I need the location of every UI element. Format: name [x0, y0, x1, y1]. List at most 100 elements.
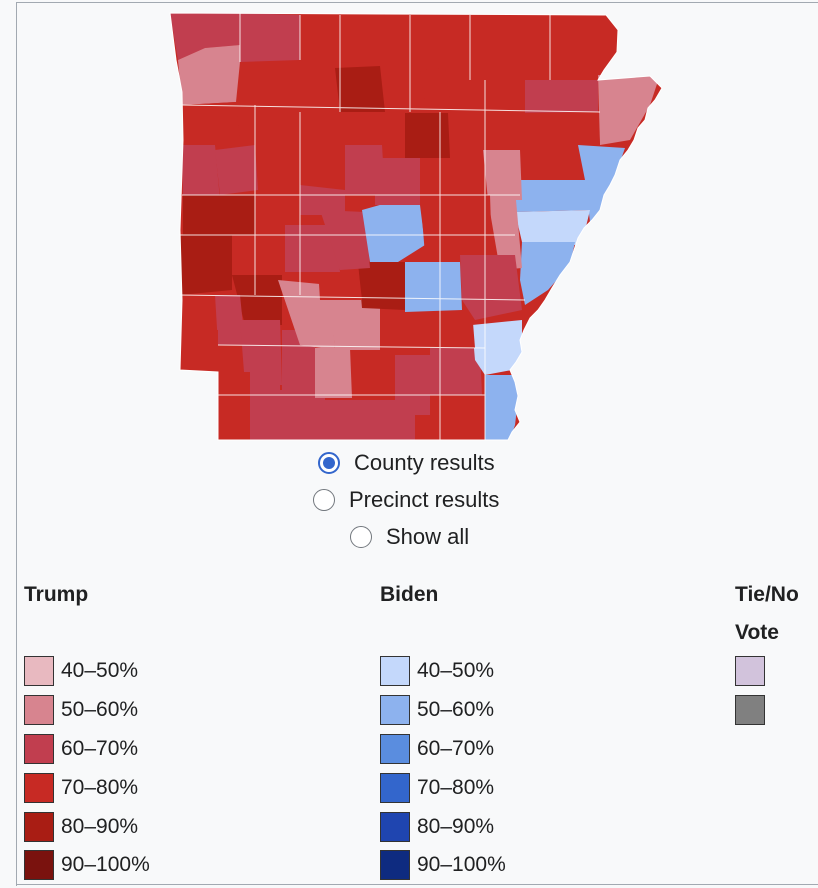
county-drew[interactable]: [430, 348, 482, 395]
legend-item: 50–60%: [24, 691, 150, 730]
legend-title-tie-line1: Tie/No: [735, 583, 799, 606]
legend-item: 80–90%: [380, 807, 506, 846]
legend-item: 40–50%: [24, 652, 150, 691]
legend-swatch: [24, 733, 54, 764]
county-polk[interactable]: [180, 235, 232, 295]
county-lonoke[interactable]: [420, 192, 462, 255]
radio-label-show-all: Show all: [386, 524, 470, 549]
legend-swatch: [24, 850, 54, 881]
legend-item: 40–50%: [380, 652, 506, 691]
county-washington[interactable]: [178, 45, 240, 105]
radio-show-all[interactable]: Show all: [350, 524, 469, 550]
top-border: [16, 2, 818, 3]
legend-item: 70–80%: [24, 768, 150, 807]
legend-swatch: [380, 811, 410, 842]
county-cleveland[interactable]: [380, 315, 430, 355]
legend-tie-no-vote: Tie/No Vote: [735, 576, 799, 730]
legend-label: 60–70%: [417, 736, 495, 760]
county-white[interactable]: [375, 158, 420, 205]
county-johnson[interactable]: [215, 145, 258, 195]
radio-label-precinct-results: Precinct results: [349, 487, 500, 512]
legend-label: 70–80%: [61, 775, 139, 799]
county-jefferson[interactable]: [405, 262, 462, 312]
county-bradley[interactable]: [395, 355, 430, 415]
county-poinsett[interactable]: [525, 112, 600, 145]
legend-swatch: [380, 695, 410, 726]
county-independence[interactable]: [420, 68, 450, 102]
county-dallas[interactable]: [330, 300, 380, 350]
legend-swatch-no-vote: [735, 695, 765, 726]
county-arkansas[interactable]: [460, 255, 522, 320]
county-prairie[interactable]: [460, 192, 492, 255]
county-miller[interactable]: [218, 372, 250, 440]
legend-label: 80–90%: [61, 814, 139, 838]
county-phillips[interactable]: [520, 242, 575, 305]
county-searcy[interactable]: [335, 66, 385, 112]
legend-label: 70–80%: [417, 775, 495, 799]
legend-item: 60–70%: [24, 730, 150, 769]
legend-title-trump: Trump: [24, 583, 89, 606]
county-lee[interactable]: [515, 210, 590, 245]
legend-swatch: [380, 733, 410, 764]
radio-button-icon[interactable]: [350, 526, 372, 548]
county-scott[interactable]: [183, 195, 255, 235]
county-pulaski[interactable]: [362, 198, 425, 262]
radio-button-icon[interactable]: [313, 489, 335, 511]
radio-county-results[interactable]: County results: [318, 450, 495, 476]
arkansas-county-map[interactable]: [0, 0, 818, 446]
legend-label: 90–100%: [61, 853, 150, 877]
legend-item: 80–90%: [24, 807, 150, 846]
county-mississippi[interactable]: [598, 75, 660, 145]
radio-precinct-results[interactable]: Precinct results: [313, 487, 499, 513]
county-crittenden[interactable]: [578, 145, 625, 222]
legend-item: 60–70%: [380, 730, 506, 769]
county-cross[interactable]: [525, 145, 578, 180]
county-montgomery[interactable]: [232, 275, 282, 325]
state-outline: [169, 12, 663, 441]
county-conway[interactable]: [300, 185, 345, 215]
county-sebastian[interactable]: [182, 145, 220, 200]
county-lafayette[interactable]: [250, 385, 280, 440]
county-benton[interactable]: [170, 13, 240, 60]
county-chicot[interactable]: [485, 375, 518, 440]
legend-swatch: [24, 656, 54, 687]
county-cleburne[interactable]: [405, 113, 450, 158]
county-ouachita[interactable]: [315, 348, 352, 398]
legend-label: 50–60%: [417, 698, 495, 722]
county-woodruff[interactable]: [483, 150, 522, 200]
legend-swatch: [380, 850, 410, 881]
legend-swatch: [24, 772, 54, 803]
legend-title-tie-line2: Vote: [735, 621, 779, 644]
county-garland[interactable]: [285, 225, 340, 272]
legend-label: 80–90%: [417, 814, 495, 838]
county-craighead[interactable]: [525, 80, 598, 113]
county-union[interactable]: [325, 400, 415, 440]
county-calhoun[interactable]: [350, 350, 395, 400]
county-howard[interactable]: [215, 295, 245, 345]
legend-item: [735, 691, 799, 730]
legend-label: 60–70%: [61, 736, 139, 760]
county-sevier[interactable]: [180, 295, 218, 330]
legend-item: 50–60%: [380, 691, 506, 730]
legend-trump: Trump 40–50% 50–60% 60–70% 70–80% 80–90%…: [24, 576, 150, 885]
county-columbia[interactable]: [280, 390, 325, 440]
county-lincoln[interactable]: [430, 310, 475, 348]
legend-item: 70–80%: [380, 768, 506, 807]
legend-swatch: [380, 656, 410, 687]
legend-item: [735, 652, 799, 691]
legend-swatch: [24, 695, 54, 726]
county-crawford[interactable]: [182, 102, 240, 145]
legend-title-biden: Biden: [380, 583, 439, 606]
legend-item: 90–100%: [380, 846, 506, 885]
county-st-francis[interactable]: [515, 180, 590, 212]
county-little-river[interactable]: [180, 330, 218, 372]
county-saline[interactable]: [320, 210, 370, 270]
county-carroll[interactable]: [240, 13, 300, 62]
legend-swatch: [24, 811, 54, 842]
county-hot-spring[interactable]: [318, 265, 362, 300]
legend-swatch-tie: [735, 656, 765, 687]
county-hempstead[interactable]: [240, 320, 282, 385]
county-ashley[interactable]: [415, 395, 485, 440]
county-grant[interactable]: [358, 262, 405, 310]
radio-button-checked-icon[interactable]: [318, 452, 340, 474]
